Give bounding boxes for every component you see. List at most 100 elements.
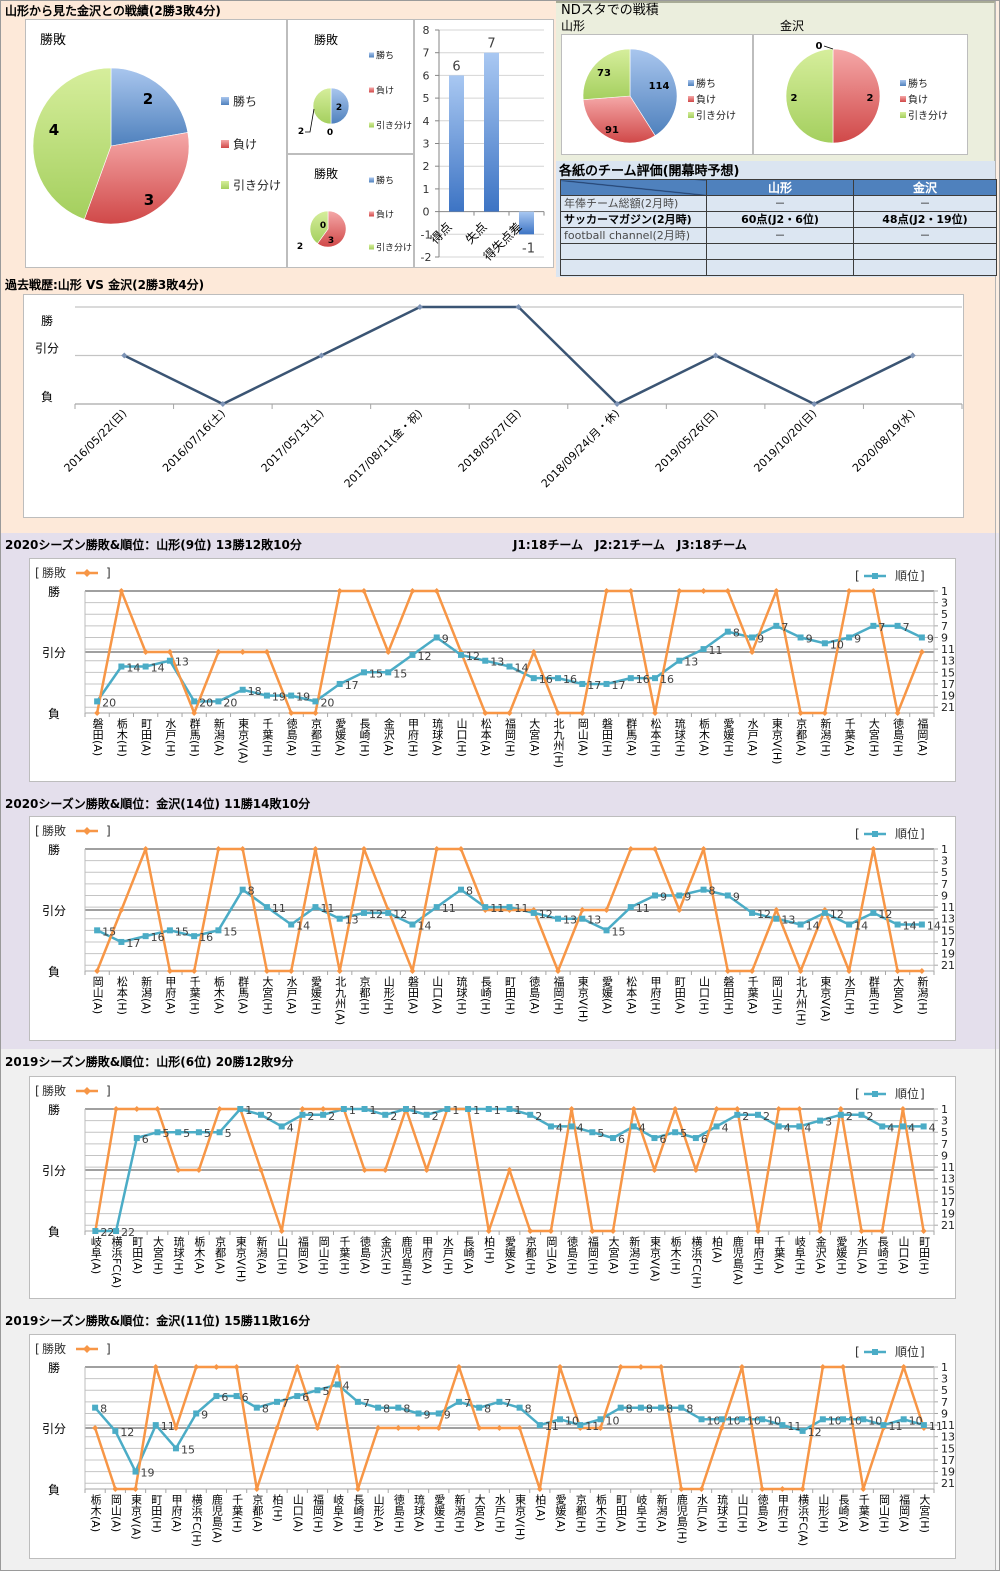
legend-swatch-loss: [369, 87, 374, 93]
result-marker: [433, 588, 440, 594]
rank-marker: [172, 1445, 179, 1452]
pie-data-label-win: 114: [649, 81, 670, 92]
rank-data-label: 4: [908, 1121, 915, 1134]
rank-data-label: 12: [369, 908, 383, 921]
rank-data-label: 11: [442, 902, 456, 915]
x-category-label: 栃木(A): [697, 718, 711, 757]
bar-1: [449, 75, 464, 212]
x-category-label: 琉球(H): [673, 718, 687, 757]
x-category-label: 新潟(H): [627, 1236, 641, 1275]
x-category-label: 栃木(H): [669, 1236, 683, 1275]
y2-tick-label: 19: [941, 1208, 955, 1221]
x-category-label: 長崎(A): [837, 1494, 851, 1533]
chart-title: 勝敗: [40, 33, 66, 48]
x-category-label: 徳島(A): [358, 1236, 372, 1275]
pie-data-label-draw: 2: [297, 242, 303, 252]
result-marker: [457, 846, 464, 852]
rank-data-label: 20: [223, 696, 237, 709]
legend-swatch-win: [369, 52, 374, 58]
cell-yamagata: －: [706, 227, 854, 244]
x-category-label: 琉球(A): [412, 1494, 426, 1533]
rank-data-label: 10: [707, 1414, 721, 1427]
rank-marker: [557, 1416, 564, 1423]
x-category-label: 大宮(A): [473, 1494, 487, 1533]
result-marker: [385, 649, 392, 655]
pie-slice-loss: [582, 95, 656, 144]
rank-data-label: 13: [345, 914, 359, 927]
rank-data-label: 12: [466, 650, 480, 663]
y2-tick-label: 9: [941, 889, 948, 902]
rank-marker: [195, 1129, 202, 1136]
result-marker: [496, 1425, 503, 1431]
result-marker: [415, 1425, 422, 1431]
pie-slice-draw: [785, 48, 834, 144]
result-marker: [637, 1364, 644, 1370]
x-category-label: 得点: [427, 219, 455, 247]
x-category-label: 山口(H): [454, 718, 468, 757]
y2-tick-label: 21: [941, 1219, 955, 1232]
rank-data-label: 9: [757, 632, 764, 645]
x-category-label: 栃木(A): [89, 1494, 103, 1533]
pie-slice-draw: [309, 210, 329, 244]
rank-data-label: 19: [272, 691, 286, 704]
x-category-label: 千葉(A): [772, 1236, 786, 1275]
legend-label-result: 勝敗: [42, 1341, 66, 1356]
legend-bracket-open: [: [855, 1345, 860, 1359]
rank-data-label: 2: [867, 1110, 874, 1123]
result-marker: [557, 1364, 564, 1370]
rank-marker: [754, 1111, 761, 1118]
rank-marker: [506, 1106, 513, 1112]
rank-data-label: 9: [660, 890, 667, 903]
rank-marker: [360, 909, 367, 916]
x-category-label: 磐田(A): [406, 976, 420, 1015]
rank-data-label: 5: [162, 1127, 169, 1140]
cell-kanazawa: 48点(J2・19位): [853, 211, 997, 228]
result-marker: [700, 588, 707, 594]
rank-marker: [375, 1404, 382, 1411]
rank-data-label: 8: [666, 1403, 673, 1416]
result-marker: [506, 710, 513, 716]
rank-marker: [118, 663, 125, 670]
result-marker: [395, 1425, 402, 1431]
rank-marker: [775, 1123, 782, 1130]
rank-data-label: 14: [515, 662, 529, 675]
y2-tick-label: 7: [941, 1396, 948, 1409]
legend-marker-result: [83, 827, 91, 835]
rank-data-label: 22: [100, 1226, 114, 1239]
rank-data-label: 6: [242, 1391, 249, 1404]
nd-stadium-kanazawa-pie-chart: 0 2 2 勝ち 負け 引き分け: [753, 34, 968, 155]
rank-data-label: 11: [709, 644, 723, 657]
nd-stadium-title: NDスタでの戦積: [561, 3, 659, 18]
y2-tick-label: 11: [941, 901, 955, 914]
legend-label-rank: 順位: [895, 826, 919, 841]
rank-data-label: 14: [126, 662, 140, 675]
rank-marker: [734, 1111, 741, 1118]
result-marker: [918, 968, 925, 974]
rank-data-label: 1: [245, 1104, 252, 1117]
result-marker: [627, 588, 634, 594]
rank-marker: [336, 915, 343, 922]
result-marker: [858, 1228, 865, 1234]
result-marker: [112, 1486, 119, 1492]
x-category-label: 愛媛(A): [503, 1236, 517, 1275]
x-category-label: 福岡(H): [311, 1494, 325, 1533]
x-category-label: 新潟(A): [655, 1494, 669, 1533]
legend-marker-result: [83, 1087, 91, 1095]
y-axis-label: 勝: [48, 842, 60, 857]
legend-label-draw: 引き分け: [376, 242, 412, 253]
empty-cell: [853, 243, 997, 260]
x-category-label: 2017/08/11(金・祝): [341, 406, 425, 490]
result-marker: [627, 846, 634, 852]
rank-marker: [817, 1117, 824, 1124]
y-tick-label: 5: [423, 92, 430, 105]
x-category-label: 新潟(H): [915, 976, 929, 1015]
x-category-label: 長崎(H): [357, 718, 371, 757]
result-marker: [712, 352, 719, 359]
result-marker: [506, 1167, 513, 1173]
rank-marker: [385, 909, 392, 916]
rank-data-label: 2: [390, 1110, 397, 1123]
x-category-label: 新潟(H): [818, 718, 832, 757]
rank-data-label: 8: [686, 1403, 693, 1416]
